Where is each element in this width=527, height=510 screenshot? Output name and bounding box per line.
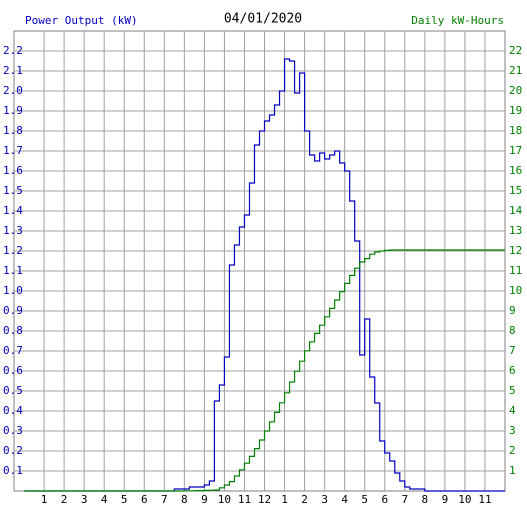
- x-tick-label: 8: [422, 493, 429, 506]
- y2-tick-label: 9: [509, 304, 516, 317]
- x-tick-label: 8: [181, 493, 188, 506]
- y2-tick-label: 4: [509, 404, 516, 417]
- y2-tick-label: 11: [509, 264, 522, 277]
- y-tick-label: 0.8: [3, 324, 23, 337]
- y-tick-label: 1.7: [3, 144, 23, 157]
- y-tick-label: 2.0: [3, 84, 23, 97]
- x-tick-label: 7: [401, 493, 408, 506]
- y2-tick-label: 18: [509, 124, 522, 137]
- y2-tick-label: 12: [509, 244, 522, 257]
- y-tick-label: 0.3: [3, 424, 23, 437]
- y-tick-label: 0.5: [3, 384, 23, 397]
- x-tick-label: 5: [121, 493, 128, 506]
- y2-tick-label: 1: [509, 464, 516, 477]
- y2-tick-label: 7: [509, 344, 516, 357]
- x-tick-label: 9: [442, 493, 449, 506]
- x-tick-label: 1: [281, 493, 288, 506]
- y-tick-label: 0.4: [3, 404, 23, 417]
- y2-tick-label: 2: [509, 444, 516, 457]
- y2-tick-label: 3: [509, 424, 516, 437]
- y2-tick-label: 13: [509, 224, 522, 237]
- y-tick-label: 1.1: [3, 264, 23, 277]
- x-tick-label: 6: [381, 493, 388, 506]
- y2-tick-label: 19: [509, 104, 522, 117]
- y2-tick-label: 14: [509, 204, 523, 217]
- plot-area: [13, 30, 506, 492]
- x-tick-label: 2: [301, 493, 308, 506]
- x-tick-label: 11: [478, 493, 491, 506]
- y2-tick-label: 15: [509, 184, 522, 197]
- x-tick-label: 7: [161, 493, 168, 506]
- y-tick-label: 1.2: [3, 244, 23, 257]
- step-line: [24, 58, 505, 492]
- y-tick-label: 1.3: [3, 224, 23, 237]
- y-tick-label: 0.7: [3, 344, 23, 357]
- y-tick-label: 2.1: [3, 64, 23, 77]
- x-tick-label: 11: [238, 493, 251, 506]
- y-tick-label: 1.6: [3, 164, 23, 177]
- y-tick-label: 1.0: [3, 284, 23, 297]
- y-tick-label: 1.8: [3, 124, 23, 137]
- y2-tick-label: 8: [509, 324, 516, 337]
- x-tick-label: 10: [218, 493, 231, 506]
- x-tick-label: 4: [341, 493, 348, 506]
- y2-tick-label: 16: [509, 164, 522, 177]
- x-tick-label: 1: [41, 493, 48, 506]
- y2-tick-label: 17: [509, 144, 522, 157]
- x-tick-label: 2: [61, 493, 68, 506]
- y-tick-label: 0.9: [3, 304, 23, 317]
- y-tick-label: 1.9: [3, 104, 23, 117]
- y2-tick-label: 10: [509, 284, 522, 297]
- x-tick-label: 3: [321, 493, 328, 506]
- y2-tick-label: 6: [509, 364, 516, 377]
- y-tick-label: 0.1: [3, 464, 23, 477]
- y-tick-label: 1.4: [3, 204, 23, 217]
- y-tick-label: 0.2: [3, 444, 23, 457]
- y-tick-label: 1.5: [3, 184, 23, 197]
- y2-axis-label: Daily kW-Hours: [411, 14, 504, 27]
- x-tick-label: 9: [201, 493, 208, 506]
- x-tick-label: 5: [361, 493, 368, 506]
- y-tick-label: 0.6: [3, 364, 23, 377]
- x-tick-label: 4: [101, 493, 108, 506]
- y2-tick-label: 5: [509, 384, 516, 397]
- chart-title: 04/01/2020: [224, 12, 302, 27]
- y-axis-label: Power Output (kW): [25, 14, 138, 27]
- y2-tick-label: 20: [509, 84, 522, 97]
- x-tick-label: 6: [141, 493, 148, 506]
- y2-tick-label: 21: [509, 64, 522, 77]
- y-tick-label: 2.2: [3, 44, 23, 57]
- step-line: [24, 249, 505, 492]
- y2-tick-label: 22: [509, 44, 522, 57]
- x-tick-label: 12: [258, 493, 271, 506]
- x-tick-label: 10: [458, 493, 471, 506]
- x-tick-label: 3: [81, 493, 88, 506]
